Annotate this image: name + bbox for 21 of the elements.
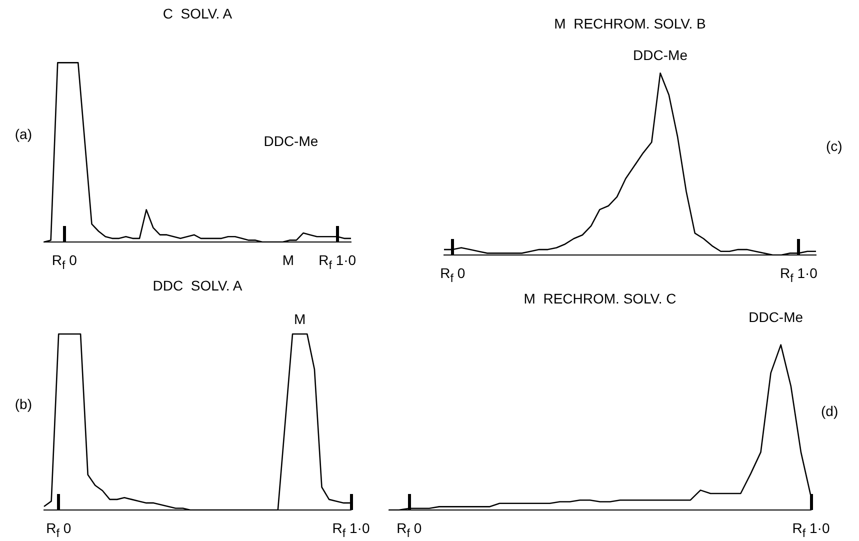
annotation: DDC-Me [264, 133, 318, 150]
text: (c) [826, 138, 842, 154]
text: R$_{f}$ 1·0 [318, 252, 356, 272]
text: DDC-Me [748, 309, 804, 326]
chart-title: M RECHROM. SOLV. B [554, 15, 706, 32]
text: M [282, 252, 294, 268]
text: (b) [14, 396, 32, 412]
text: M [294, 311, 306, 328]
text: R$_{f}$ 0 [396, 520, 422, 540]
text: (a) [14, 126, 32, 142]
text: R$_{f}$ 0 [52, 252, 77, 272]
text: R$_{f}$ 1·0 [780, 265, 818, 285]
text: R$_{f}$ 0 [440, 265, 466, 285]
text: DDC-Me [633, 46, 688, 63]
chart-title: C SOLV. A [162, 5, 233, 22]
chart-title: DDC SOLV. A [152, 277, 243, 294]
chart-title: M RECHROM. SOLV. C [524, 290, 676, 306]
text: R$_{f}$ 1·0 [792, 520, 830, 540]
text: (d) [821, 402, 838, 419]
text: R$_{f}$ 0 [46, 520, 72, 540]
text: R$_{f}$ 1·0 [332, 520, 370, 540]
